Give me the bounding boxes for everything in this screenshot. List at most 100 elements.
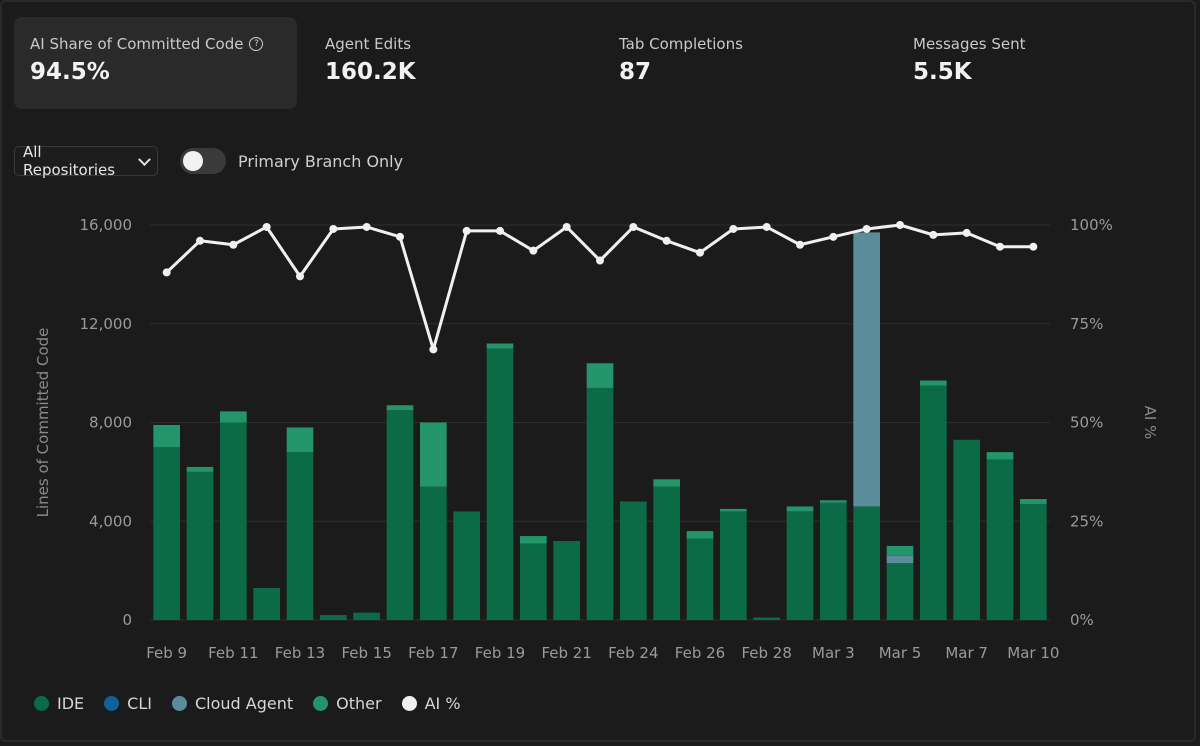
x-tick-label: Feb 19 <box>475 644 525 662</box>
stat-tab-completions[interactable]: Tab Completions 87 <box>603 17 886 109</box>
stat-value: 87 <box>619 59 652 85</box>
ai-percent-point <box>996 242 1004 251</box>
legend-dot-cli <box>104 696 120 711</box>
y-tick-label: 8,000 <box>89 414 132 432</box>
bar-other <box>220 411 247 423</box>
x-tick-label: Feb 17 <box>408 644 458 662</box>
legend-item-other[interactable]: Other <box>313 694 382 713</box>
x-tick-label: Feb 15 <box>341 644 391 662</box>
bar-ide <box>886 563 914 620</box>
bar-ide <box>353 612 380 620</box>
bar-ide <box>520 543 547 620</box>
bar-other <box>653 479 680 487</box>
ai-percent-point <box>296 272 304 281</box>
bar-cloud-agent <box>886 555 914 564</box>
bar-cli <box>820 502 847 504</box>
ai-percent-point <box>729 224 738 233</box>
bar-other <box>886 545 914 556</box>
x-tick-label: Mar 10 <box>1007 644 1059 662</box>
bar-ide <box>953 439 980 620</box>
ai-percent-point <box>496 226 504 235</box>
ai-percent-point <box>629 222 638 231</box>
ai-percent-point <box>462 226 471 235</box>
y2-tick-label: 75% <box>1070 315 1103 333</box>
ai-percent-point <box>962 228 971 237</box>
legend-label: IDE <box>57 694 85 713</box>
bar-ide <box>320 615 347 620</box>
ai-percent-point <box>662 236 671 245</box>
ai-percent-point <box>929 230 938 239</box>
bar-other <box>686 531 714 539</box>
ai-percent-point <box>396 232 404 241</box>
x-tick-label: Feb 21 <box>541 644 591 662</box>
ai-percent-point <box>529 246 538 255</box>
ai-percent-point <box>196 236 204 245</box>
bar-other <box>153 424 180 448</box>
stat-value: 5.5K <box>913 59 972 85</box>
bar-other <box>820 500 847 503</box>
ai-percent-point <box>429 345 438 354</box>
y-axis-title: Lines of Committed Code <box>34 328 52 518</box>
committed-code-chart: 0 0% 4,000 25% 8,000 50% 12,000 75% 16,000 100% Li… <box>34 216 1159 662</box>
stat-ai-share[interactable]: AI Share of Committed Code? 94.5% <box>14 17 297 109</box>
bar-ide <box>1020 503 1047 620</box>
stat-label: AI Share of Committed Code <box>30 35 244 53</box>
legend-label: Other <box>336 694 382 713</box>
stat-value: 94.5% <box>30 59 110 85</box>
bar-other <box>486 343 514 349</box>
stat-value: 160.2K <box>325 59 416 85</box>
bar-other <box>720 508 747 512</box>
x-tick-label: Feb 9 <box>146 644 187 662</box>
legend-item-ide[interactable]: IDE <box>34 694 84 713</box>
legend-item-cli[interactable]: CLI <box>104 694 152 713</box>
bar-ide <box>553 541 580 620</box>
legend-item-cloud-agent[interactable]: Cloud Agent <box>171 694 293 713</box>
chart-legend: IDE CLI Cloud Agent Other AI % <box>34 694 461 713</box>
help-icon[interactable]: ? <box>249 37 264 51</box>
ai-percent-point <box>829 232 838 241</box>
bar-cloud-agent <box>853 232 880 507</box>
legend-dot-cloud-agent <box>171 696 187 711</box>
x-tick-label: Mar 7 <box>945 644 988 662</box>
x-tick-label: Feb 28 <box>741 644 791 662</box>
bar-ide <box>253 587 280 620</box>
y-tick-label: 16,000 <box>80 216 133 234</box>
x-tick-label: Feb 24 <box>608 644 658 662</box>
bar-ide <box>220 422 247 620</box>
bar-ide <box>820 503 847 620</box>
stat-label: Agent Edits <box>325 35 412 53</box>
bar-other <box>986 452 1014 460</box>
ai-percent-point <box>862 224 871 233</box>
legend-label: CLI <box>127 694 152 713</box>
legend-dot-ai-percent <box>401 696 417 711</box>
ai-percent-line <box>165 223 1034 351</box>
y2-tick-label: 25% <box>1070 512 1103 530</box>
ai-percent-point <box>696 248 704 257</box>
bar-ide <box>453 511 480 620</box>
bar-other <box>286 427 314 453</box>
x-tick-label: Feb 11 <box>208 644 258 662</box>
bar-ide <box>853 506 880 620</box>
primary-branch-toggle[interactable] <box>180 148 226 174</box>
y2-tick-label: 0% <box>1070 611 1094 629</box>
bar-ide <box>753 617 780 620</box>
x-tick-label: Mar 5 <box>879 644 922 662</box>
bar-ide <box>786 511 814 620</box>
repository-select[interactable]: All Repositories <box>14 143 158 179</box>
stat-messages-sent[interactable]: Messages Sent 5.5K <box>897 17 1180 109</box>
legend-item-ai-percent[interactable]: AI % <box>401 694 461 713</box>
bar-ide <box>420 486 447 620</box>
bar-other <box>520 536 547 544</box>
bar-other <box>386 405 414 411</box>
stat-agent-edits[interactable]: Agent Edits 160.2K <box>309 17 592 109</box>
repository-select-value: All Repositories <box>23 143 116 179</box>
toggle-knob <box>183 151 203 171</box>
ai-percent-point <box>1029 242 1038 251</box>
bar-ide <box>620 501 647 620</box>
primary-branch-label: Primary Branch Only <box>238 152 404 171</box>
ai-percent-point <box>796 240 804 249</box>
bar-ide <box>653 486 680 620</box>
x-tick-label: Feb 26 <box>675 644 725 662</box>
bar-ide <box>986 459 1014 620</box>
